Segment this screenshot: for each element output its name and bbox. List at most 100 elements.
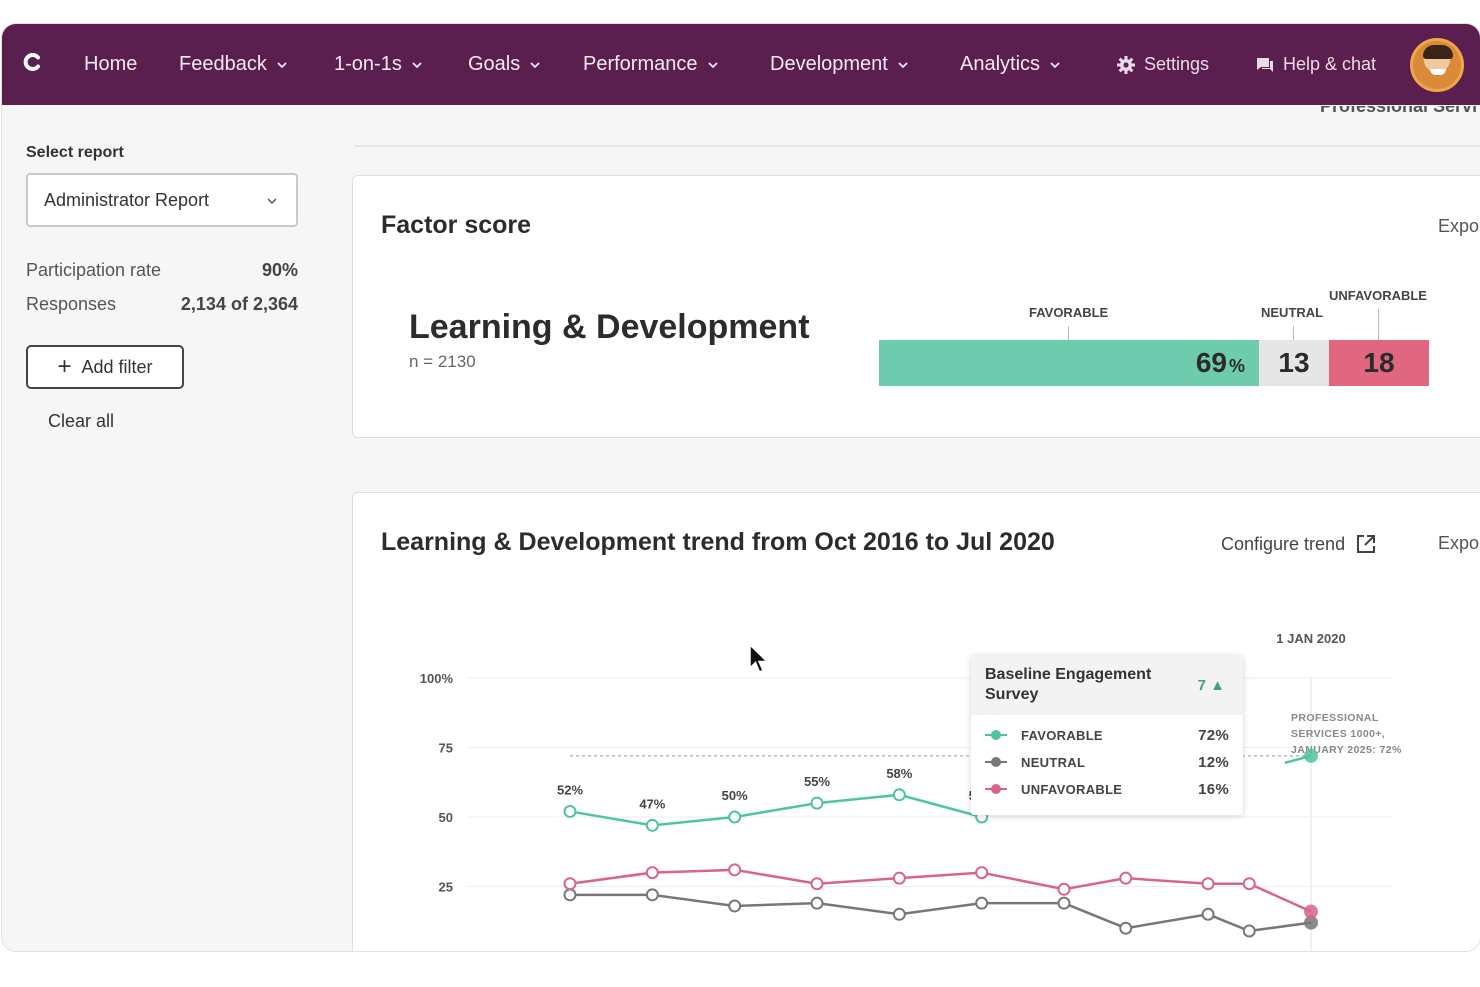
nav-development[interactable]: Development: [770, 24, 908, 105]
data-point-neutral: [1119, 921, 1133, 935]
tooltip-row-value: 12%: [1198, 753, 1229, 771]
tooltip-row-label: UNFAVORABLE: [1021, 781, 1123, 797]
data-point-favorable: [810, 796, 824, 810]
export-link[interactable]: Expo: [1438, 216, 1480, 236]
data-label: 55%: [804, 774, 830, 789]
chevron-down-icon: [707, 61, 718, 68]
chevron-down-icon: [530, 61, 540, 68]
neutral-swatch-icon: [985, 756, 1007, 768]
nav-analytics[interactable]: Analytics: [960, 24, 1060, 105]
tooltip-row-label: FAVORABLE: [1021, 727, 1103, 743]
chevron-down-icon: [1050, 61, 1060, 68]
nav-settings[interactable]: Settings: [1116, 24, 1209, 105]
chat-icon: [1257, 57, 1273, 72]
app-logo-icon[interactable]: [22, 51, 44, 73]
avatar-hair: [1423, 45, 1453, 59]
nav-1on1s[interactable]: 1-on-1s: [334, 24, 422, 105]
favorable-bar[interactable]: 69%: [879, 340, 1259, 386]
nav-home[interactable]: Home: [84, 24, 137, 105]
nav-feedback-label: Feedback: [179, 53, 267, 75]
nav-performance-label: Performance: [583, 53, 698, 75]
divider: [354, 145, 1480, 147]
y-tick-label: 100%: [420, 671, 454, 686]
responses-value: 2,134 of 2,364: [180, 294, 298, 314]
data-label: 47%: [639, 796, 665, 811]
data-point-neutral: [1201, 907, 1215, 921]
trend-card: Learning & Development trend from Oct 20…: [352, 492, 1480, 951]
factor-sample-size: n = 2130: [409, 352, 476, 371]
tooltip-row-label: NEUTRAL: [1021, 754, 1086, 770]
neutral-tick: [1293, 326, 1294, 340]
chart-tooltip: Baseline Engagement Survey 7 ▲ FAVORABLE…: [971, 655, 1243, 815]
data-label: 50%: [722, 788, 748, 803]
chevron-down-icon: [267, 198, 277, 205]
data-point-unfavorable: [1242, 877, 1256, 891]
responses-label: Responses: [26, 294, 117, 314]
data-point-unfavorable: [728, 863, 742, 877]
data-point-favorable: [728, 810, 742, 824]
data-point-favorable: [1304, 748, 1318, 763]
plus-icon: +: [57, 353, 72, 380]
tooltip-title: Baseline Engagement Survey: [985, 666, 1152, 703]
favorable-swatch-icon: [985, 729, 1007, 741]
unfavorable-bar[interactable]: 18: [1329, 340, 1429, 386]
nav-1on1s-label: 1-on-1s: [334, 53, 402, 75]
participation-rate-value: 90%: [261, 260, 298, 280]
data-point-neutral: [892, 907, 906, 921]
nav-feedback[interactable]: Feedback: [179, 24, 287, 105]
hover-date-label: 1 JAN 2020: [1276, 631, 1345, 646]
factor-name: Learning & Development: [409, 308, 810, 346]
select-report-label: Select report: [26, 144, 124, 161]
trend-export-link[interactable]: Expo: [1438, 533, 1480, 553]
nav-performance[interactable]: Performance: [583, 24, 718, 105]
tooltip-row-unfavorable: UNFAVORABLE 16%: [985, 779, 1229, 799]
neutral-bar[interactable]: 13: [1259, 340, 1329, 386]
data-point-unfavorable: [1201, 877, 1215, 891]
data-point-neutral: [975, 896, 989, 910]
top-navigation: Home Feedback 1-on-1s Goals Performance …: [2, 24, 1480, 105]
configure-trend-button[interactable]: Configure trend: [1221, 533, 1377, 555]
data-point-favorable: [563, 804, 577, 818]
nav-goals[interactable]: Goals: [468, 24, 540, 105]
nav-help-label: Help & chat: [1283, 54, 1377, 74]
report-select[interactable]: Administrator Report: [26, 173, 298, 227]
report-select-value: Administrator Report: [44, 189, 210, 210]
factor-score-title: Factor score: [381, 211, 532, 239]
tooltip-header: Baseline Engagement Survey 7 ▲: [971, 655, 1243, 715]
unfavorable-value: 18: [1363, 347, 1395, 378]
chevron-down-icon: [277, 61, 287, 68]
nav-home-label: Home: [84, 53, 138, 75]
participation-rate-label: Participation rate: [26, 260, 162, 280]
data-point-unfavorable: [810, 877, 824, 891]
avatar[interactable]: [1410, 38, 1464, 92]
favorable-tick: [1068, 326, 1069, 340]
series-line-neutral: [570, 893, 1312, 933]
data-point-neutral: [1242, 924, 1256, 938]
data-point-favorable: [645, 818, 659, 832]
sidebar: Select report Administrator Report Parti…: [2, 105, 332, 951]
nav-settings-label: Settings: [1144, 54, 1210, 74]
tooltip-row-favorable: FAVORABLE 72%: [985, 725, 1229, 745]
data-point-unfavorable: [975, 866, 989, 880]
tooltip-row-value: 72%: [1198, 726, 1229, 744]
nav-goals-label: Goals: [468, 53, 521, 75]
add-filter-button[interactable]: + Add filter: [26, 345, 184, 389]
nav-help-chat[interactable]: Help & chat: [1255, 24, 1376, 105]
data-point-favorable: [892, 788, 906, 802]
series-line-favorable: [1284, 754, 1312, 765]
series-line-favorable: [569, 793, 982, 827]
benchmark-annotation: SERVICES 1000+,: [1291, 728, 1385, 740]
clear-all-link[interactable]: Clear all: [48, 411, 115, 431]
chevron-down-icon: [898, 61, 908, 68]
y-tick-label: 25: [439, 880, 453, 895]
favorable-percent-sign: %: [1228, 355, 1245, 376]
benchmark-annotation: JANUARY 2025: 72%: [1291, 744, 1402, 756]
mouse-cursor-icon: [749, 644, 769, 673]
data-point-neutral: [563, 888, 577, 902]
data-point-unfavorable: [1304, 904, 1318, 919]
app-window: Home Feedback 1-on-1s Goals Performance …: [2, 24, 1480, 951]
scope-label: Professional Servi: [1320, 96, 1478, 116]
tooltip-row-value: 16%: [1198, 780, 1229, 798]
chevron-down-icon: [412, 61, 422, 68]
